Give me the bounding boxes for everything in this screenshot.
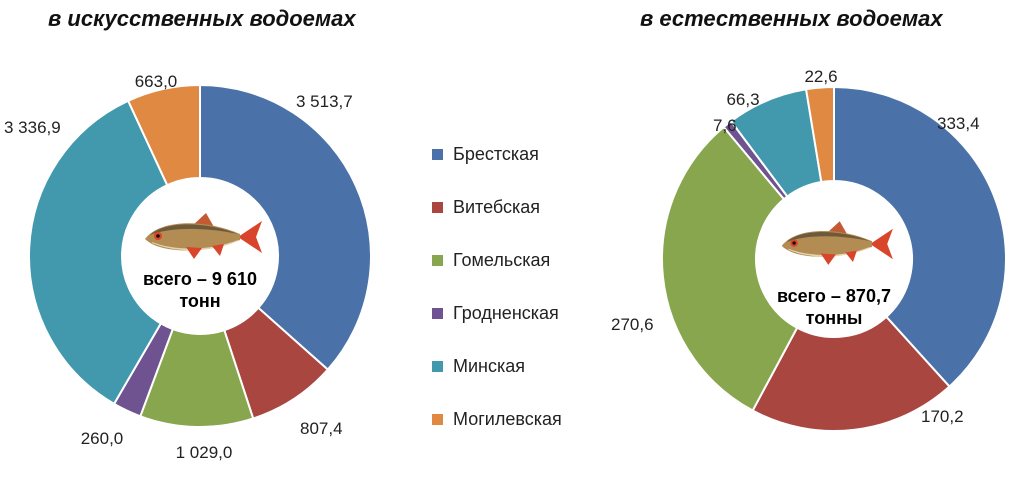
- legend-item: Минская: [432, 340, 562, 393]
- legend-item: Гродненская: [432, 287, 562, 340]
- legend-label: Брестская: [453, 144, 539, 164]
- slice-3: [661, 125, 799, 412]
- center-unit-label: тонны: [806, 308, 863, 328]
- chart-title-natural: в естественных водоемах: [640, 6, 943, 31]
- slice-6: [804, 85, 835, 184]
- legend-swatch: [432, 149, 443, 160]
- value-label: 333,4: [937, 114, 980, 133]
- slice-1: [199, 83, 372, 372]
- value-label: 66,3: [726, 90, 759, 109]
- legend-swatch: [432, 361, 443, 372]
- slice-5: [28, 99, 169, 406]
- value-label: 22,6: [804, 67, 837, 86]
- legend-label: Минская: [453, 356, 526, 376]
- legend-label: Могилевская: [453, 409, 562, 429]
- donut-chart-natural: всего – 870,7 тонны 333,4 170,2 270,6 7,6 66…: [611, 67, 1007, 432]
- legend-item: Витебская: [432, 181, 562, 234]
- legend-label: Гродненская: [453, 303, 559, 323]
- legend-item: Гомельская: [432, 234, 562, 287]
- legend-swatch: [432, 414, 443, 425]
- slice-1: [833, 85, 1007, 388]
- legend: Брестская Витебская Гомельская Гродненск…: [432, 128, 562, 446]
- legend-label: Гомельская: [453, 250, 551, 270]
- center-unit-label: тонн: [179, 291, 220, 311]
- value-label: 7,6: [713, 116, 737, 135]
- slice-6: [126, 83, 201, 187]
- value-label: 270,6: [611, 315, 654, 334]
- fish-icon: [145, 213, 262, 259]
- fish-icon: [781, 221, 893, 265]
- value-label: 3 513,7: [296, 92, 353, 111]
- center-total-label: всего – 9 610: [143, 269, 257, 289]
- center-total-label: всего – 870,7: [777, 286, 891, 306]
- value-label: 170,2: [921, 407, 964, 426]
- slice-2: [751, 315, 951, 432]
- legend-swatch: [432, 202, 443, 213]
- value-label: 3 336,9: [4, 118, 61, 137]
- value-label: 663,0: [135, 72, 178, 91]
- legend-label: Витебская: [453, 197, 541, 217]
- legend-item: Могилевская: [432, 393, 562, 446]
- value-label: 1 029,0: [176, 443, 233, 462]
- donut-chart-artificial: всего – 9 610 тонн 3 513,7 807,4 1 029,0 26…: [4, 72, 372, 462]
- chart-title-artificial: в искусственных водоемах: [48, 6, 356, 31]
- legend-item: Брестская: [432, 128, 562, 181]
- legend-swatch: [432, 308, 443, 319]
- value-label: 260,0: [81, 429, 124, 448]
- value-label: 807,4: [300, 419, 343, 438]
- legend-swatch: [432, 255, 443, 266]
